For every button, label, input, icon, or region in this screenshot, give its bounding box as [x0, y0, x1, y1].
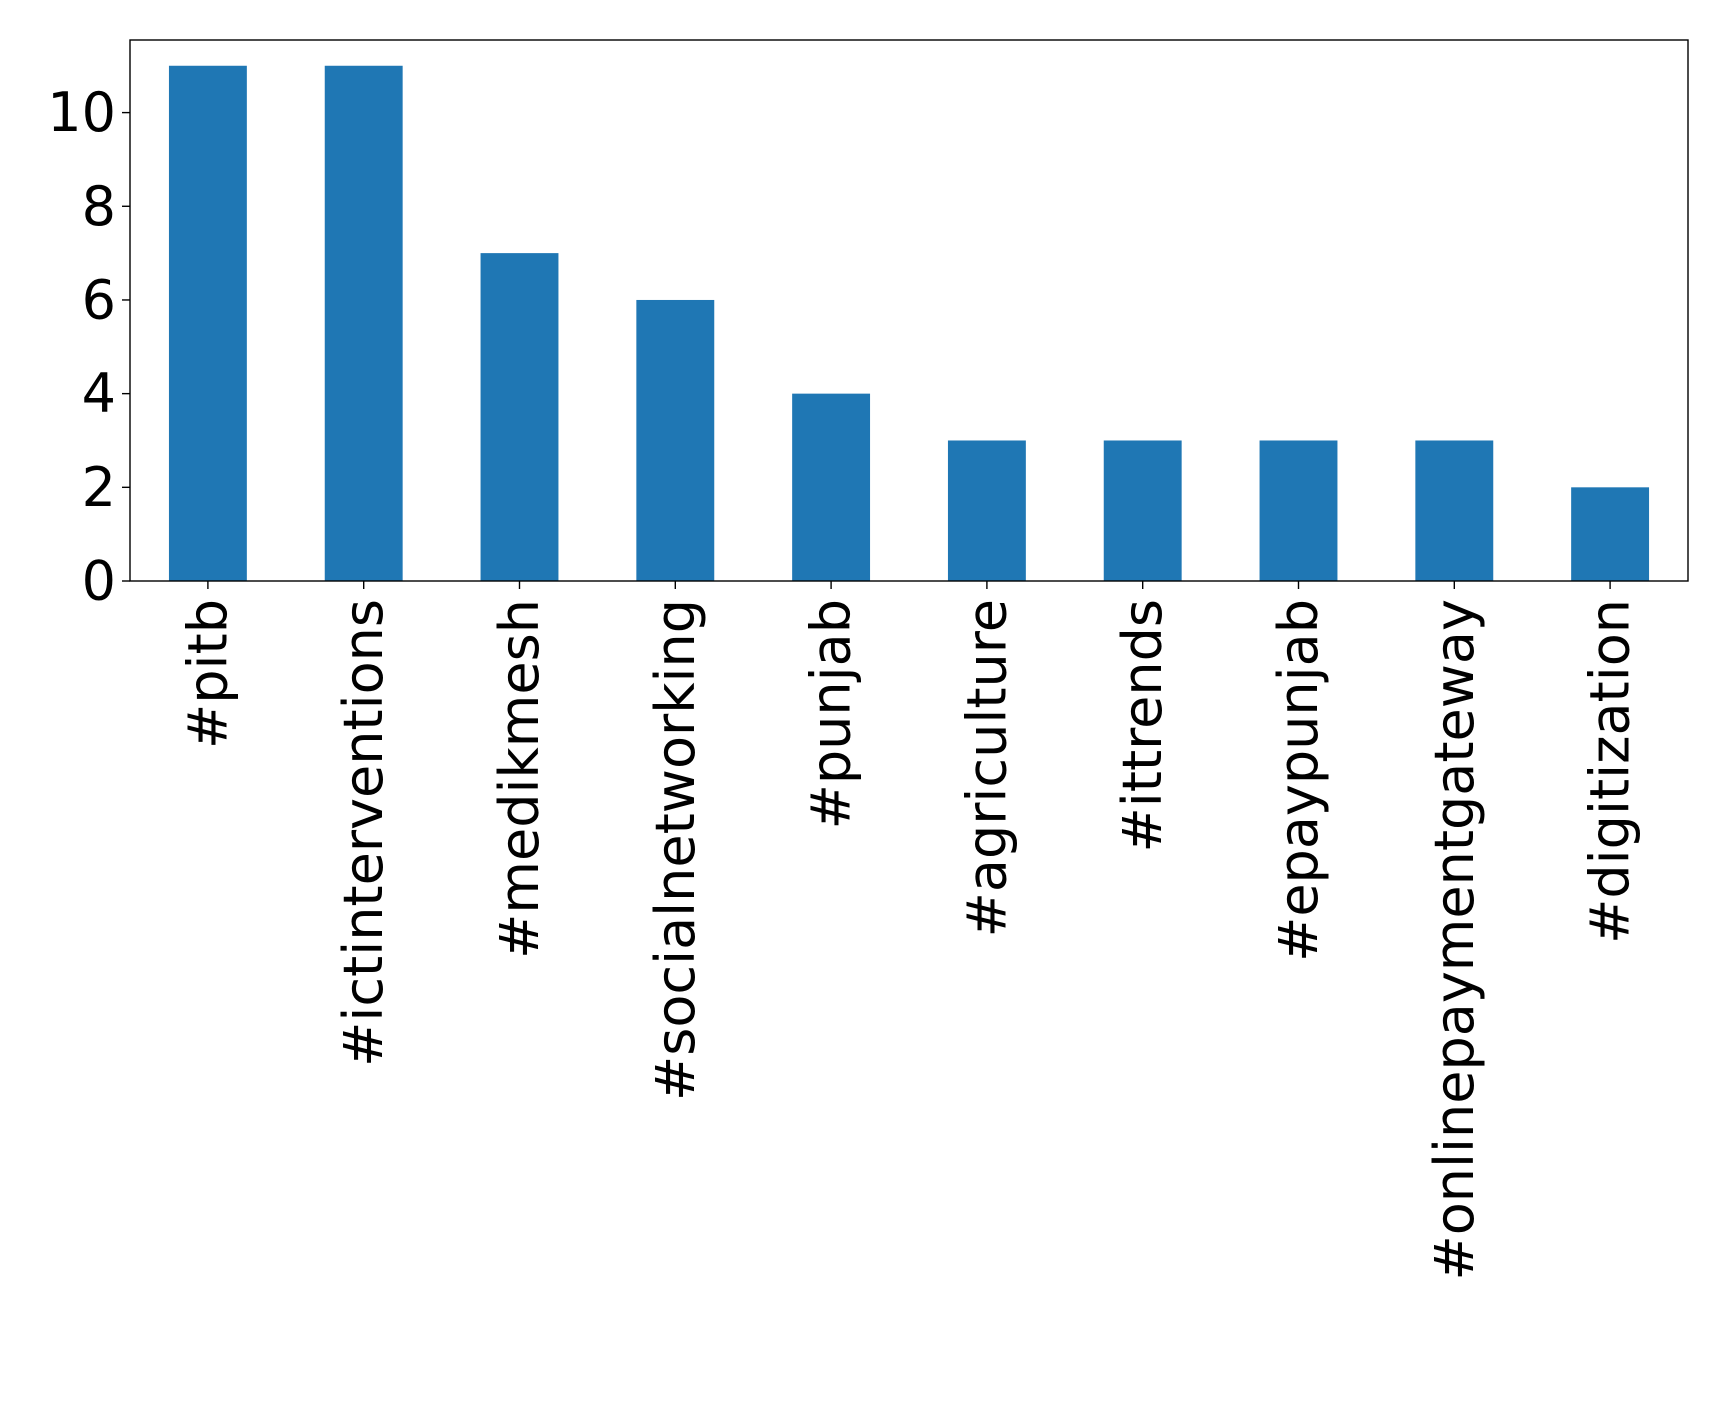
x-tick-label: #pitb	[176, 599, 239, 749]
bar	[480, 253, 559, 581]
y-tick-label: 10	[47, 81, 116, 144]
bar	[792, 393, 871, 581]
y-tick-label: 8	[82, 175, 116, 238]
x-axis: #pitb #ictinterventions #medikmesh #socialn…	[176, 581, 1642, 1281]
x-tick-label: #punjab	[800, 599, 863, 829]
x-tick-label: #agriculture	[955, 599, 1018, 937]
y-tick-label: 4	[82, 362, 116, 425]
x-tick-label: #ictinterventions	[332, 599, 395, 1067]
bar	[1571, 487, 1650, 581]
x-tick-label: #onlinepaymentgateway	[1423, 599, 1486, 1281]
x-tick-label: #epaypunjab	[1267, 599, 1330, 962]
bars	[168, 65, 1650, 581]
x-tick-label: #socialnetworking	[644, 599, 707, 1101]
bar	[1103, 440, 1182, 581]
bar	[636, 299, 715, 581]
bar	[1415, 440, 1494, 581]
x-tick-label: #ittrends	[1111, 599, 1174, 852]
bar	[324, 65, 403, 581]
y-tick-label: 2	[82, 456, 116, 519]
y-axis: 0 2 4 6 8 10	[47, 81, 130, 613]
y-tick-label: 6	[82, 268, 116, 331]
bar	[947, 440, 1026, 581]
y-tick-label: 0	[82, 550, 116, 613]
x-tick-label: #digitization	[1579, 599, 1642, 944]
bar	[168, 65, 247, 581]
plot-area-frame	[129, 39, 1689, 582]
x-tick-label: #medikmesh	[488, 599, 551, 959]
bar	[1259, 440, 1338, 581]
